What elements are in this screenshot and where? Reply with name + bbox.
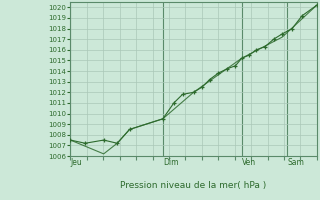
Text: Dim: Dim bbox=[163, 158, 178, 167]
Text: Jeu: Jeu bbox=[70, 158, 82, 167]
Text: Pression niveau de la mer( hPa ): Pression niveau de la mer( hPa ) bbox=[120, 181, 267, 190]
Text: Ven: Ven bbox=[242, 158, 256, 167]
Text: Sam: Sam bbox=[287, 158, 304, 167]
